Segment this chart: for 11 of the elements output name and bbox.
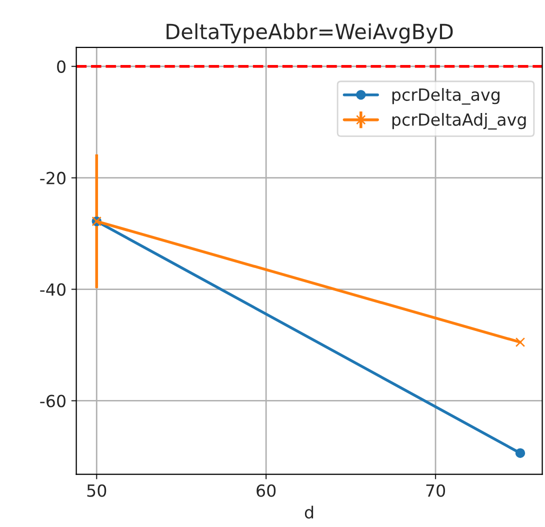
x-tick-label: 50 — [87, 484, 106, 497]
legend-label: pcrDelta_avg — [392, 88, 500, 105]
y-tick-label: -20 — [40, 172, 66, 184]
chart-title: DeltaTypeAbbr=WeiAvgByD — [166, 23, 453, 44]
y-tick-label: 0 — [57, 60, 66, 73]
legend-label: pcrDeltaAdj_avg — [392, 112, 526, 130]
x-tick-label: 70 — [426, 484, 446, 497]
x-tick-label: 60 — [256, 484, 276, 497]
x-axis-title: d — [304, 506, 314, 519]
y-tick-label: -60 — [40, 394, 66, 408]
y-tick-label: -40 — [40, 283, 66, 296]
